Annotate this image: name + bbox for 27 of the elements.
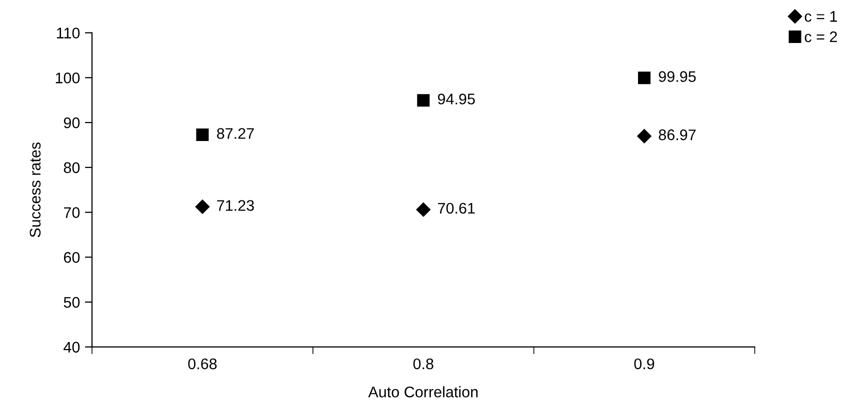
x-tick-label: 0.68 (188, 358, 217, 370)
legend-label: c = 2 (804, 31, 837, 42)
y-axis-title: Success rates (30, 142, 41, 238)
y-tick-label: 100 (56, 72, 80, 84)
point (195, 200, 210, 214)
data-label: 94.95 (438, 94, 475, 104)
point (196, 128, 209, 142)
y-tick-label: 50 (64, 296, 80, 308)
y-tick-label: 40 (64, 342, 80, 353)
point (417, 94, 430, 107)
x-axis-title: Auto Correlation (368, 386, 478, 398)
data-label: 70.61 (438, 202, 475, 214)
data-label: 99.95 (658, 71, 696, 82)
y-tick-label: 60 (64, 252, 80, 263)
data-label: 87.27 (217, 128, 254, 139)
data-label: 71.23 (217, 200, 254, 211)
point (638, 72, 651, 84)
y-tick-label: 90 (64, 117, 80, 128)
legend-label: c = 1 (804, 11, 837, 22)
y-tick-label: 70 (64, 207, 80, 218)
x-tick-label: 0.8 (413, 358, 434, 370)
y-tick-label: 110 (57, 28, 80, 38)
x-tick-label: 0.9 (634, 358, 654, 370)
point (416, 202, 430, 217)
y-tick-label: 80 (64, 162, 80, 174)
point (637, 129, 652, 144)
data-label: 86.97 (658, 129, 696, 140)
